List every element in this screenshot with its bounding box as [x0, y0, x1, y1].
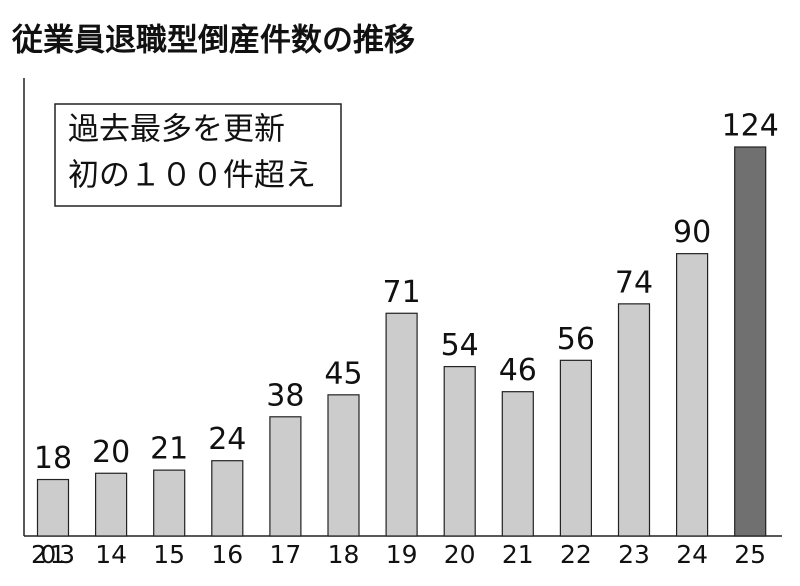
x-tick-label: 20	[444, 540, 476, 569]
annotation: 初の１００件超え	[68, 158, 316, 194]
x-tick-label: 25	[734, 540, 766, 569]
value-label: 24	[208, 422, 246, 457]
value-label: 20	[92, 435, 130, 470]
x-tick-label: 17	[269, 540, 301, 569]
value-label: 90	[673, 215, 711, 250]
value-label: 45	[324, 356, 362, 391]
value-label: 54	[441, 328, 479, 363]
x-tick-label: 21	[502, 540, 534, 569]
annotation: 過去最多を更新	[68, 112, 285, 148]
value-label: 46	[499, 353, 537, 388]
value-label: 38	[266, 378, 304, 413]
x-tick-label: 15	[153, 540, 185, 569]
bar	[501, 391, 534, 537]
bar	[211, 460, 244, 537]
bar	[675, 253, 709, 537]
value-label: 18	[34, 441, 72, 476]
x-tick-label: 22	[560, 540, 592, 569]
bar	[443, 365, 476, 537]
bar	[36, 478, 70, 537]
x-tick-label: 18	[328, 540, 360, 569]
x-tick-label: 2013	[31, 540, 75, 569]
bar	[153, 469, 186, 537]
bar	[385, 312, 418, 537]
annotation-box	[54, 103, 342, 207]
value-label: 71	[383, 275, 421, 310]
bar	[327, 394, 360, 537]
x-tick-label: 19	[386, 540, 418, 569]
value-label: 74	[615, 265, 653, 300]
bar	[559, 359, 593, 537]
bar	[269, 416, 302, 537]
bar	[94, 472, 128, 537]
value-label: 21	[150, 432, 188, 467]
value-label: 124	[722, 109, 779, 144]
x-tick-label: 14	[95, 540, 127, 569]
x-tick-label: 16	[211, 540, 243, 569]
bar	[734, 146, 767, 537]
x-tick-label: 24	[676, 540, 708, 569]
x-tick-label: 23	[618, 540, 650, 569]
chart-title: 従業員退職型倒産件数の推移	[11, 23, 415, 59]
bar	[617, 303, 651, 537]
value-label: 56	[557, 322, 595, 357]
